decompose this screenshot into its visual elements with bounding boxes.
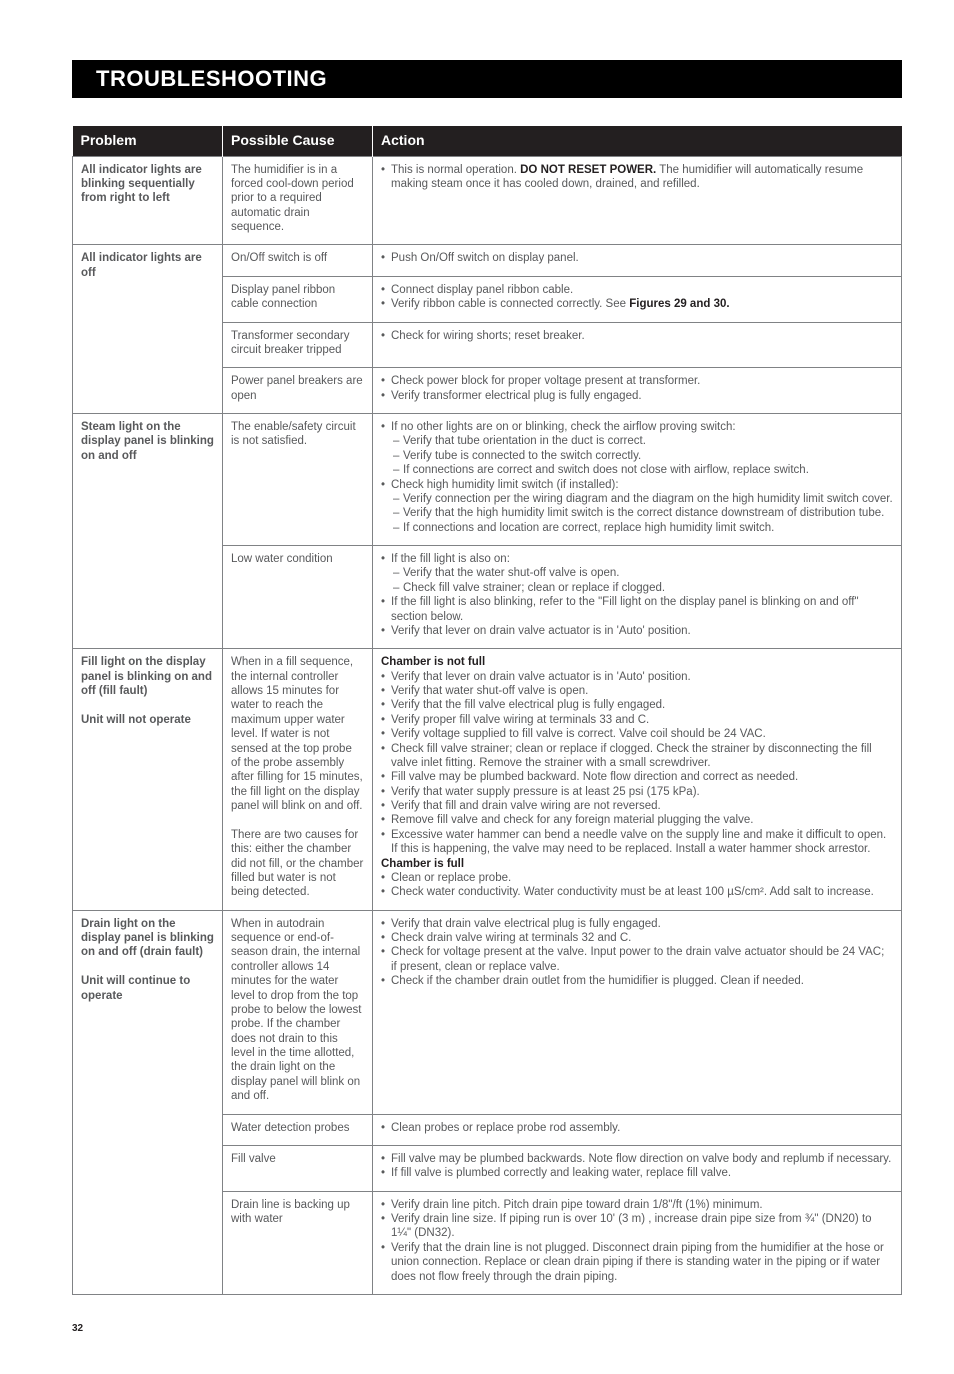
cause-cell: On/Off switch is off <box>223 245 373 276</box>
table-row: Steam light on the display panel is blin… <box>73 414 902 546</box>
action-cell: This is normal operation. DO NOT RESET P… <box>373 156 902 245</box>
cause-cell: Fill valve <box>223 1145 373 1191</box>
action-cell: If the fill light is also on:Verify that… <box>373 546 902 649</box>
cause-cell: The enable/safety circuit is not satisfi… <box>223 414 373 546</box>
header-cause: Possible Cause <box>223 126 373 156</box>
action-cell: Verify that drain valve electrical plug … <box>373 910 902 1114</box>
cause-cell: When in autodrain sequence or end-of-sea… <box>223 910 373 1114</box>
action-cell: Check for wiring shorts; reset breaker. <box>373 322 902 368</box>
table-header-row: Problem Possible Cause Action <box>73 126 902 156</box>
table-row: All indicator lights are offOn/Off switc… <box>73 245 902 276</box>
problem-cell: All indicator lights are off <box>73 245 223 414</box>
action-cell: Push On/Off switch on display panel. <box>373 245 902 276</box>
action-cell: Fill valve may be plumbed backwards. Not… <box>373 1145 902 1191</box>
section-title: TROUBLESHOOTING <box>96 66 886 92</box>
cause-cell: Transformer secondary circuit breaker tr… <box>223 322 373 368</box>
problem-cell: Fill light on the display panel is blink… <box>73 649 223 910</box>
cause-cell: The humidifier is in a forced cool-down … <box>223 156 373 245</box>
action-cell: If no other lights are on or blinking, c… <box>373 414 902 546</box>
section-title-bar: TROUBLESHOOTING <box>72 60 902 98</box>
problem-cell: Drain light on the display panel is blin… <box>73 910 223 1294</box>
action-cell: Chamber is not fullVerify that lever on … <box>373 649 902 910</box>
cause-cell: When in a fill sequence, the internal co… <box>223 649 373 910</box>
table-row: Fill light on the display panel is blink… <box>73 649 902 910</box>
cause-cell: Drain line is backing up with water <box>223 1191 373 1294</box>
cause-cell: Power panel breakers are open <box>223 368 373 414</box>
problem-cell: All indicator lights are blinking sequen… <box>73 156 223 245</box>
table-body: All indicator lights are blinking sequen… <box>73 156 902 1294</box>
action-cell: Verify drain line pitch. Pitch drain pip… <box>373 1191 902 1294</box>
action-cell: Connect display panel ribbon cable.Verif… <box>373 276 902 322</box>
problem-cell: Steam light on the display panel is blin… <box>73 414 223 649</box>
header-action: Action <box>373 126 902 156</box>
header-problem: Problem <box>73 126 223 156</box>
table-row: Drain light on the display panel is blin… <box>73 910 902 1114</box>
troubleshooting-table: Problem Possible Cause Action All indica… <box>72 126 902 1295</box>
action-cell: Check power block for proper voltage pre… <box>373 368 902 414</box>
action-cell: Clean probes or replace probe rod assemb… <box>373 1114 902 1145</box>
cause-cell: Low water condition <box>223 546 373 649</box>
cause-cell: Display panel ribbon cable connection <box>223 276 373 322</box>
cause-cell: Water detection probes <box>223 1114 373 1145</box>
table-row: All indicator lights are blinking sequen… <box>73 156 902 245</box>
page-number: 32 <box>72 1323 902 1334</box>
